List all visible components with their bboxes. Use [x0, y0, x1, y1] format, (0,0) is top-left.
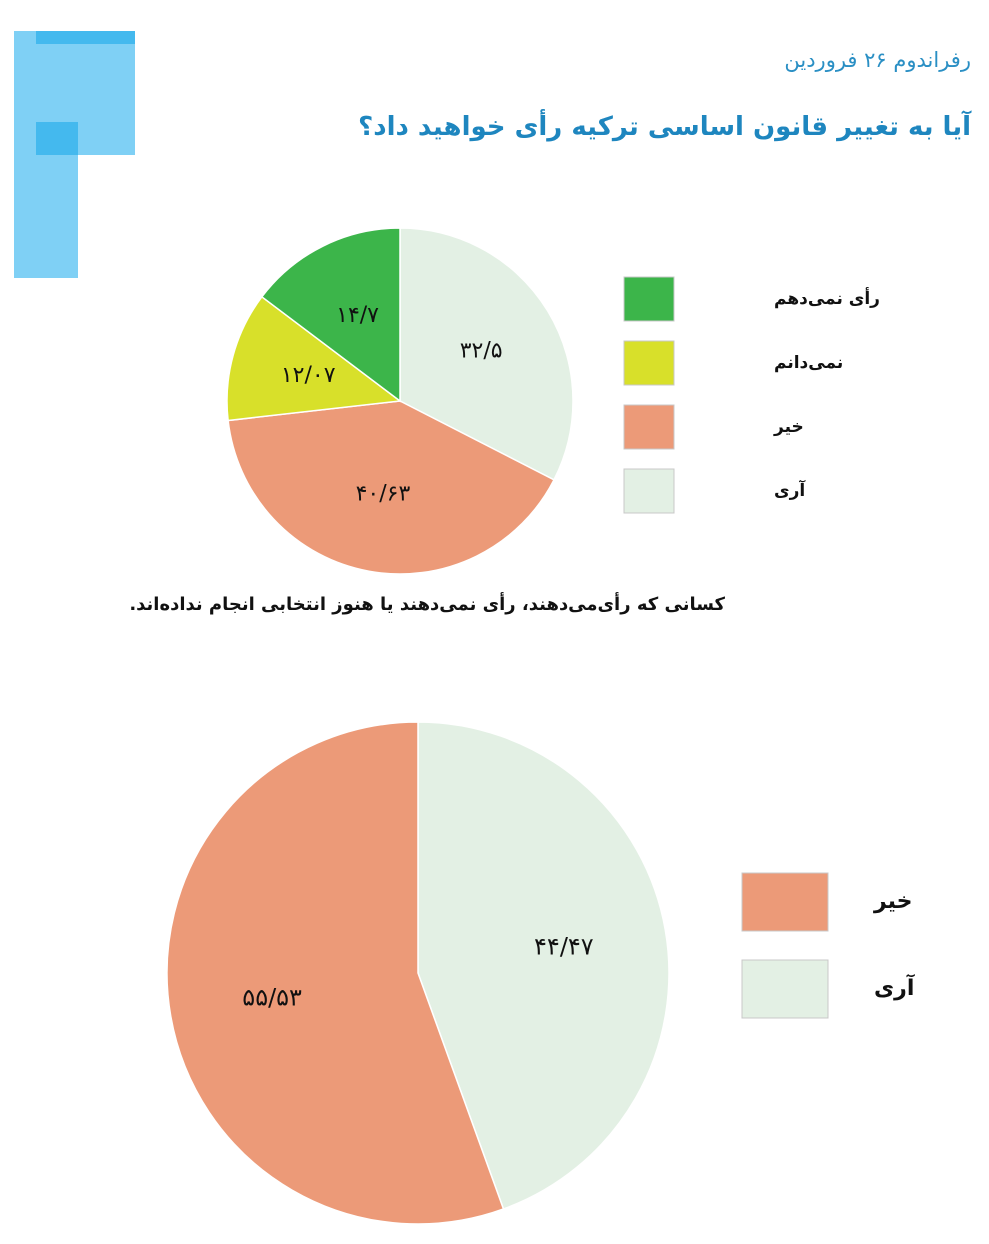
legend-label: خیر — [773, 417, 804, 437]
slice-value-label: ۱۲/۰۷ — [281, 363, 336, 388]
header-subtitle: رفراندوم ۲۶ فروردین — [784, 48, 971, 72]
page-title: آیا به تغییر قانون اساسی ترکیه رأی خواهی… — [358, 112, 971, 142]
legend-label: خیر — [873, 889, 913, 914]
slice-value-label: ۳۲/۵ — [460, 338, 503, 363]
slice-value-label: ۱۴/۷ — [336, 303, 379, 328]
pie-slice — [227, 400, 555, 575]
pie-slice — [166, 721, 505, 1225]
legend-label: آری — [874, 973, 915, 1001]
chart-caption: کسانی که رأی‌می‌دهند، رأی نمی‌دهند یا هن… — [129, 594, 725, 615]
slice-value-label: ۵۵/۵۳ — [242, 984, 302, 1012]
slice-value-label: ۴۴/۴۷ — [534, 932, 594, 960]
legend-swatch — [623, 340, 675, 386]
pie-chart-all-respondents: ۳۲/۵ ۴۰/۶۳ ۱۲/۰۷ ۱۴/۷ رأی نمی‌دهم نمی‌دانم خیر… — [226, 227, 880, 575]
decoration-square-3 — [36, 31, 135, 44]
legend-swatch — [741, 959, 829, 1019]
legend-swatch — [623, 404, 675, 450]
pie-slice — [417, 721, 670, 1210]
legend-swatch — [741, 872, 829, 932]
legend-label: آری — [774, 479, 806, 501]
pie-chart-voters: ۴۴/۴۷ ۵۵/۵۳ خیر آری — [166, 721, 915, 1225]
pie-slice — [260, 227, 401, 403]
legend-label: نمی‌دانم — [774, 353, 843, 373]
pie-slice — [226, 295, 402, 422]
legend-swatch — [623, 468, 675, 514]
decoration-square-4 — [36, 122, 78, 155]
legend-swatch — [623, 276, 675, 322]
legend-label: رأی نمی‌دهم — [774, 287, 880, 309]
pie-slice — [399, 227, 574, 481]
slice-value-label: ۴۰/۶۳ — [356, 482, 411, 507]
